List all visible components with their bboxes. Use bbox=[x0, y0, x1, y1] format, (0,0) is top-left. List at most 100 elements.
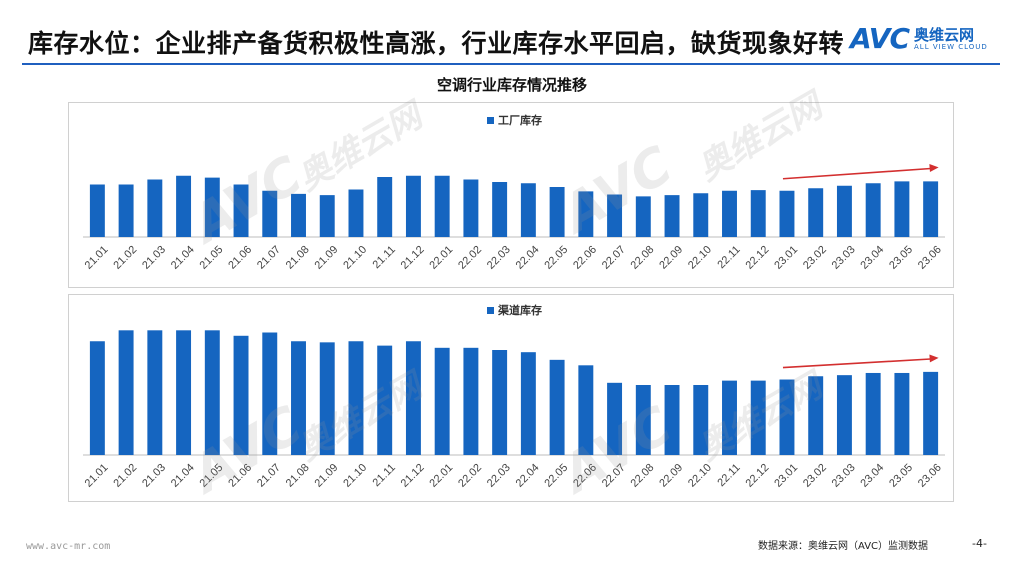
x-tick-label: 21.03 bbox=[140, 462, 168, 490]
logo-chinese-name: 奥维云网 bbox=[914, 26, 975, 44]
bar bbox=[520, 183, 536, 237]
x-tick-label: 23.05 bbox=[887, 244, 915, 272]
x-tick-label: 22.11 bbox=[715, 244, 742, 271]
bar bbox=[664, 195, 680, 237]
x-tick-label: 21.05 bbox=[198, 244, 226, 272]
bar bbox=[808, 376, 824, 455]
legend-swatch bbox=[487, 117, 494, 124]
bar bbox=[923, 181, 939, 237]
x-tick-label: 22.04 bbox=[514, 244, 542, 272]
bar bbox=[233, 335, 249, 455]
bar bbox=[291, 341, 306, 455]
x-tick-label: 22.01 bbox=[427, 462, 455, 490]
x-tick-label: 22.04 bbox=[514, 462, 542, 490]
x-tick-label: 22.06 bbox=[571, 462, 599, 490]
bar bbox=[607, 194, 623, 237]
bar bbox=[808, 188, 824, 237]
bar bbox=[635, 385, 651, 455]
bar bbox=[118, 330, 134, 455]
bar bbox=[664, 385, 680, 455]
x-tick-label: 21.04 bbox=[169, 462, 197, 490]
bar bbox=[147, 330, 163, 455]
x-tick-label: 22.08 bbox=[629, 462, 657, 490]
x-tick-label: 22.12 bbox=[743, 244, 771, 272]
x-tick-label: 23.06 bbox=[916, 244, 944, 272]
x-tick-label: 23.02 bbox=[801, 462, 829, 490]
x-tick-label: 21.09 bbox=[312, 244, 340, 272]
x-tick-label: 22.12 bbox=[743, 462, 771, 490]
x-tick-label: 21.09 bbox=[312, 462, 340, 490]
bar bbox=[722, 190, 737, 237]
bar bbox=[348, 341, 364, 455]
bar bbox=[147, 179, 163, 237]
logo-mark: AVC bbox=[850, 22, 910, 55]
x-tick-label: 23.04 bbox=[858, 244, 886, 272]
bar bbox=[176, 175, 192, 237]
bar bbox=[520, 352, 536, 455]
x-tick-label: 23.03 bbox=[830, 244, 858, 272]
chart-title: 空调行业库存情况推移 bbox=[436, 76, 587, 94]
x-tick-label: 21.01 bbox=[83, 462, 111, 490]
x-tick-label: 21.07 bbox=[255, 462, 283, 490]
x-tick-label: 23.03 bbox=[830, 462, 858, 490]
bar bbox=[836, 375, 852, 455]
x-tick-label: 23.01 bbox=[772, 244, 800, 272]
legend-swatch bbox=[487, 307, 494, 314]
bar bbox=[118, 184, 134, 237]
bar bbox=[319, 195, 335, 237]
x-tick-label: 23.01 bbox=[772, 462, 800, 490]
bar bbox=[377, 345, 393, 455]
bar bbox=[377, 177, 393, 237]
x-tick-label: 22.11 bbox=[715, 462, 742, 489]
x-tick-label: 22.05 bbox=[542, 462, 570, 490]
x-tick-label: 23.02 bbox=[801, 244, 829, 272]
trend-arrow bbox=[782, 358, 933, 369]
x-tick-label: 21.11 bbox=[371, 244, 398, 271]
bar bbox=[204, 177, 220, 237]
x-tick-label: 21.03 bbox=[140, 244, 168, 272]
bar bbox=[750, 380, 766, 455]
x-tick-label: 21.10 bbox=[341, 244, 369, 272]
bar bbox=[463, 179, 479, 237]
bar bbox=[262, 190, 278, 237]
x-tick-label: 21.06 bbox=[226, 244, 254, 272]
x-tick-label: 21.01 bbox=[83, 244, 111, 272]
x-tick-label: 22.07 bbox=[600, 244, 628, 272]
bar bbox=[578, 191, 594, 237]
bar bbox=[204, 330, 220, 455]
bar bbox=[693, 193, 709, 237]
page-title: 库存水位：企业排产备货积极性高涨，行业库存水平回启，缺货现象好转 bbox=[28, 29, 845, 58]
x-tick-label: 22.07 bbox=[600, 462, 628, 490]
x-tick-label: 23.04 bbox=[858, 462, 886, 490]
legend: 工厂库存 bbox=[487, 113, 542, 127]
x-tick-label: 22.02 bbox=[456, 244, 484, 272]
x-tick-label: 23.06 bbox=[916, 462, 944, 490]
x-tick-label: 21.04 bbox=[169, 244, 197, 272]
bar bbox=[779, 379, 795, 455]
bar bbox=[492, 350, 508, 455]
x-tick-label: 21.08 bbox=[284, 462, 312, 490]
bar bbox=[836, 185, 852, 237]
bar bbox=[434, 347, 450, 455]
trend-arrowhead bbox=[929, 354, 939, 363]
bar bbox=[722, 380, 737, 455]
x-tick-label: 22.05 bbox=[542, 244, 570, 272]
bar bbox=[405, 341, 421, 455]
header-divider bbox=[22, 63, 1000, 65]
bar bbox=[291, 193, 306, 237]
bar bbox=[607, 382, 623, 455]
x-tick-label: 22.06 bbox=[571, 244, 599, 272]
bar bbox=[176, 330, 192, 455]
x-tick-label: 22.03 bbox=[485, 462, 513, 490]
bar bbox=[89, 341, 105, 455]
x-tick-label: 21.07 bbox=[255, 244, 283, 272]
bar bbox=[549, 359, 565, 455]
x-tick-label: 21.05 bbox=[198, 462, 226, 490]
data-source: 数据来源：奥维云网（AVC）监测数据 bbox=[758, 541, 929, 552]
x-tick-label: 21.12 bbox=[399, 462, 427, 490]
bar bbox=[233, 184, 249, 237]
bar bbox=[492, 182, 508, 237]
bar bbox=[894, 181, 910, 237]
x-tick-label: 21.06 bbox=[226, 462, 254, 490]
